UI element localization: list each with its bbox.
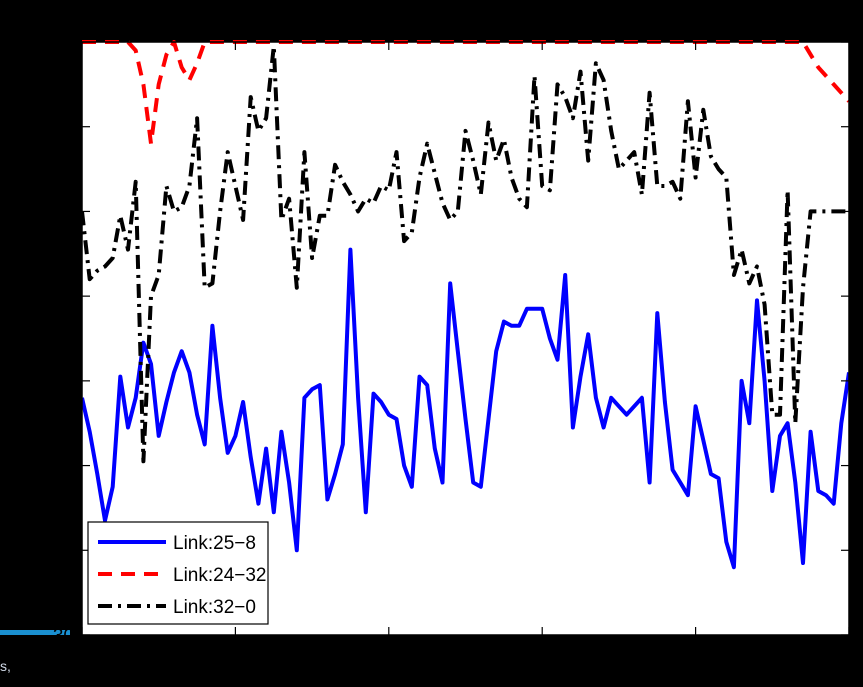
legend: Link:25−8 Link:24−32 Link:32−0 bbox=[87, 521, 269, 625]
x-tick-label: 10 bbox=[378, 643, 399, 664]
series-line-3 bbox=[82, 44, 849, 464]
y-axis-label: Percentage of PDR bbox=[13, 257, 34, 421]
x-tick-label: 0 bbox=[77, 643, 88, 664]
y-tick-label: 50 bbox=[53, 457, 74, 478]
plot-frame bbox=[81, 41, 850, 636]
y-tick-label: 80 bbox=[53, 202, 74, 223]
chart-title: Sample Link Characteristics bbox=[348, 9, 583, 30]
y-tick-label: 70 bbox=[53, 287, 74, 308]
y-tick-label: 90 bbox=[53, 118, 74, 139]
legend-label-1: Link:25−8 bbox=[173, 533, 256, 554]
x-tick-label: 25 bbox=[838, 643, 859, 664]
axes-layer: 0 5 10 15 20 25 30 40 50 60 70 80 90 100 bbox=[42, 33, 859, 664]
x-tick-label: 5 bbox=[230, 643, 241, 664]
y-tick-label: 60 bbox=[53, 372, 74, 393]
series-line-1 bbox=[82, 247, 849, 570]
accent-strip bbox=[0, 630, 70, 635]
x-tick-label: 15 bbox=[532, 643, 553, 664]
x-tick-label: 20 bbox=[685, 643, 706, 664]
edge-text-fragment: s, bbox=[0, 658, 11, 674]
x-axis-label: Time in Hours bbox=[407, 668, 525, 687]
y-tick-label: 100 bbox=[42, 33, 74, 54]
y-tick-label: 40 bbox=[53, 541, 74, 562]
y-tick-label: 30 bbox=[53, 626, 74, 647]
legend-label-2: Link:24−32 bbox=[173, 565, 267, 586]
legend-label-3: Link:32−0 bbox=[173, 597, 256, 618]
